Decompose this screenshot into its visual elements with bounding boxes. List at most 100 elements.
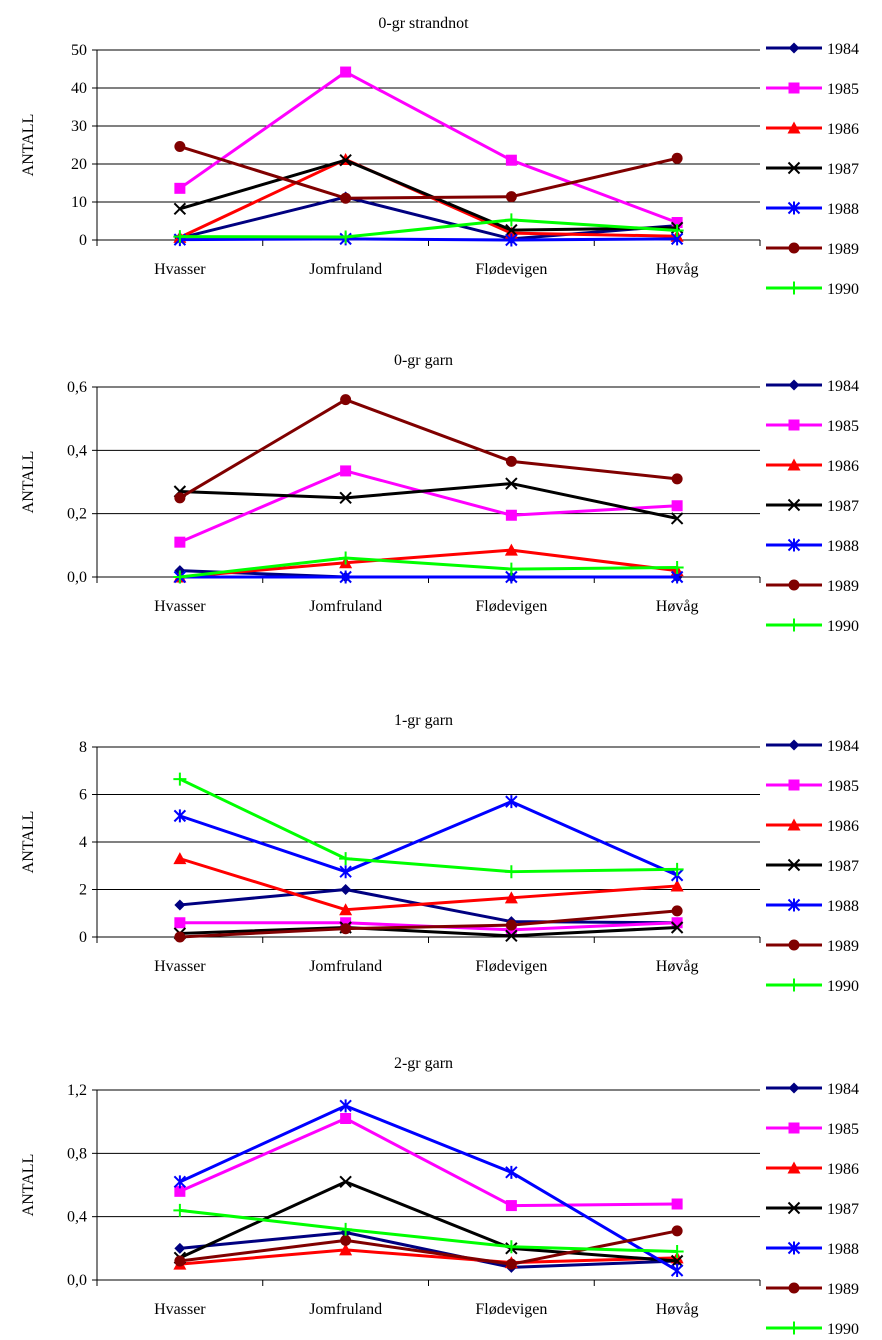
legend-label: 1985 xyxy=(827,418,859,435)
y-axis-label: ANTALL xyxy=(20,114,37,177)
legend-item-1990: 1990 xyxy=(766,978,859,995)
legend-marker-1986 xyxy=(787,818,801,831)
legend-label: 1990 xyxy=(827,281,859,298)
y-tick-label: 0,4 xyxy=(67,1209,87,1226)
y-tick-label: 30 xyxy=(71,118,87,135)
legend-marker-1989 xyxy=(788,579,800,591)
legend-item-1987: 1987 xyxy=(766,1201,859,1218)
legend-marker-1987 xyxy=(787,498,801,512)
series-line-1989 xyxy=(179,145,678,200)
legend-label: 1984 xyxy=(827,41,859,58)
legend-label: 1984 xyxy=(827,1081,859,1098)
data-point-1984 xyxy=(340,884,352,895)
data-point-1987 xyxy=(339,153,352,167)
data-point-1989 xyxy=(174,492,186,504)
data-point-1986 xyxy=(504,543,518,556)
data-point-1986 xyxy=(173,852,187,865)
series-line-1990 xyxy=(179,777,678,874)
data-point-1989 xyxy=(671,1225,683,1237)
y-axis-label: ANTALL xyxy=(20,1154,37,1217)
legend: 1984 1985 1986 1987 1988 1989 1990 xyxy=(766,1081,859,1338)
legend-marker-1985 xyxy=(788,779,800,791)
legend-label: 1989 xyxy=(827,578,859,595)
legend: 1984 1985 1986 1987 1988 1989 1990 xyxy=(766,41,859,298)
legend-marker-1986 xyxy=(787,1161,801,1174)
legend-marker-1988 xyxy=(787,1241,801,1255)
legend-marker-1990 xyxy=(787,1321,801,1335)
x-tick-label: Flødevigen xyxy=(475,958,547,975)
legend-marker-1984 xyxy=(788,42,800,54)
data-point-1989 xyxy=(174,1255,186,1267)
y-tick-label: 40 xyxy=(71,80,87,97)
legend-label: 1985 xyxy=(827,1121,859,1138)
series-line-1987 xyxy=(179,926,678,938)
data-point-1985 xyxy=(340,1113,352,1124)
series-line-1987 xyxy=(179,482,678,520)
legend-label: 1984 xyxy=(827,378,859,395)
data-point-1989 xyxy=(174,141,186,153)
y-tick-label: 0,8 xyxy=(67,1145,87,1162)
series-line-1988 xyxy=(179,237,678,242)
data-point-1987 xyxy=(505,477,518,490)
legend-item-1984: 1984 xyxy=(766,738,859,755)
data-point-1985 xyxy=(340,465,352,477)
series-1989 xyxy=(174,1225,683,1270)
data-point-1985 xyxy=(340,66,352,78)
series-line-1984 xyxy=(179,195,678,241)
series-line-1984 xyxy=(179,1231,678,1269)
series-1989 xyxy=(174,141,683,204)
x-tick-label: Jomfruland xyxy=(309,958,382,975)
legend-item-1986: 1986 xyxy=(766,458,859,475)
data-point-1990 xyxy=(173,570,187,584)
legend-item-1990: 1990 xyxy=(766,1321,859,1338)
series-1989 xyxy=(174,394,683,504)
legend-item-1988: 1988 xyxy=(766,1241,859,1258)
series-1987 xyxy=(173,477,684,525)
legend-marker-1989 xyxy=(788,939,800,951)
x-tick-label: Jomfruland xyxy=(309,261,382,278)
data-point-1990 xyxy=(504,562,518,576)
legend-marker-1986 xyxy=(787,458,801,471)
legend-marker-1984 xyxy=(788,1082,800,1094)
legend-item-1988: 1988 xyxy=(766,538,859,555)
legend-label: 1989 xyxy=(827,1281,859,1298)
data-point-1988 xyxy=(339,1099,352,1113)
legend-item-1989: 1989 xyxy=(766,578,859,595)
legend-label: 1987 xyxy=(827,1201,859,1218)
chart-title: 2-gr garn xyxy=(394,1055,453,1072)
data-point-1990 xyxy=(670,561,684,574)
legend-label: 1987 xyxy=(827,161,859,178)
data-point-1989 xyxy=(505,455,517,467)
y-axis-label: ANTALL xyxy=(20,451,37,514)
data-point-1987 xyxy=(670,1254,684,1268)
series-line-1984 xyxy=(179,888,678,925)
data-point-1985 xyxy=(671,217,683,229)
legend-item-1988: 1988 xyxy=(766,898,859,915)
data-point-1985 xyxy=(505,1200,517,1212)
series-1985 xyxy=(174,465,683,548)
series-line-1990 xyxy=(179,1208,678,1253)
legend-marker-1989 xyxy=(788,1282,800,1294)
y-tick-label: 6 xyxy=(79,787,87,804)
y-tick-label: 0 xyxy=(79,929,87,946)
series-1986 xyxy=(173,852,684,916)
legend-label: 1986 xyxy=(827,458,859,475)
series-1985 xyxy=(174,66,683,229)
legend-marker-1988 xyxy=(787,538,801,552)
legend-item-1986: 1986 xyxy=(766,1161,859,1178)
data-point-1985 xyxy=(174,536,186,548)
legend-item-1984: 1984 xyxy=(766,378,859,395)
legend-label: 1986 xyxy=(827,121,859,138)
data-point-1985 xyxy=(174,1185,186,1197)
legend-label: 1987 xyxy=(827,858,859,875)
legend-item-1985: 1985 xyxy=(766,418,859,435)
data-point-1990 xyxy=(339,551,353,565)
data-point-1990 xyxy=(504,213,518,227)
legend-item-1989: 1989 xyxy=(766,1281,859,1298)
legend-marker-1984 xyxy=(788,739,800,751)
x-tick-label: Høvåg xyxy=(656,1301,699,1318)
series-line-1985 xyxy=(179,1117,678,1208)
data-point-1990 xyxy=(504,1240,518,1254)
data-point-1990 xyxy=(173,772,187,786)
data-point-1986 xyxy=(670,879,684,892)
